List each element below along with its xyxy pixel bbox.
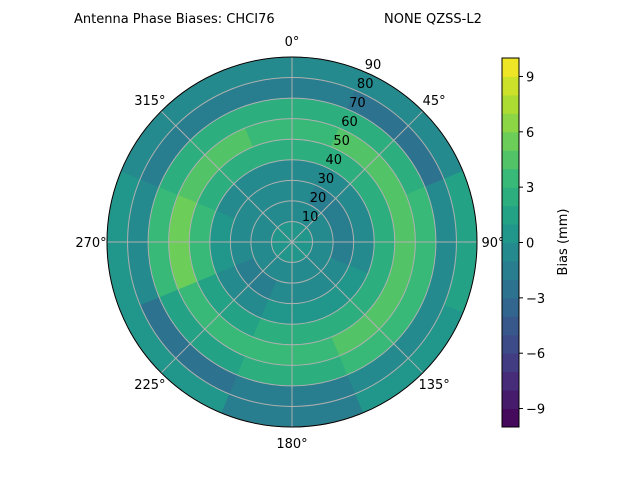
radial-tick-label: 70 — [349, 96, 366, 111]
radial-tick-label: 60 — [341, 115, 358, 130]
radial-tick-label: 10 — [302, 210, 319, 225]
colorbar: −9 −6 −3 0 3 6 9 — [501, 57, 545, 428]
colorbar-level — [502, 390, 519, 410]
radial-tick-label: 30 — [318, 172, 335, 187]
radial-tick-label: 90 — [365, 58, 382, 73]
theta-gridline — [160, 241, 293, 374]
colorbar-level — [502, 297, 519, 317]
polar-frame — [106, 56, 478, 428]
colorbar-tick-label: −9 — [526, 403, 545, 418]
colorbar-level — [502, 76, 519, 96]
theta-tick-label: 135° — [418, 378, 449, 393]
theta-tick-label: 225° — [134, 378, 165, 393]
colorbar-tick-label: −6 — [526, 347, 545, 362]
colorbar-tick-label: −3 — [526, 292, 545, 307]
radial-tick-label: 40 — [325, 153, 342, 168]
colorbar-tick-label: 0 — [526, 237, 534, 252]
theta-gridline — [291, 110, 424, 243]
radial-tick-label: 50 — [333, 134, 350, 149]
theta-tick-label: 90° — [481, 236, 504, 251]
colorbar-level — [502, 371, 519, 391]
colorbar-level — [502, 242, 519, 262]
theta-gridline — [160, 110, 293, 243]
theta-tick-label: 270° — [75, 236, 106, 251]
colorbar-level — [502, 224, 519, 243]
colorbar-level — [502, 334, 519, 354]
colorbar-tick-label: 6 — [526, 126, 534, 141]
theta-tick-label: 0° — [285, 35, 300, 50]
chart-title: Antenna Phase Biases: CHCI76 — [74, 12, 275, 27]
colorbar-level — [502, 279, 519, 299]
radial-tick-label: 20 — [310, 191, 327, 206]
theta-tick-labels: 0° 45° 90° 135° 180° 225° 270° 315° — [75, 35, 504, 452]
theta-tick-label: 45° — [423, 94, 446, 109]
radial-tick-label: 80 — [357, 77, 374, 92]
radial-tick-labels: 10 20 30 40 50 60 70 80 90 — [302, 58, 381, 225]
colorbar-level — [502, 131, 519, 151]
colorbar-level — [502, 187, 519, 207]
theta-gridline — [291, 241, 424, 374]
colorbar-level — [502, 353, 519, 373]
colorbar-level — [502, 408, 519, 428]
theta-tick-label: 180° — [276, 437, 307, 452]
colorbar-level — [502, 260, 519, 280]
colorbar-level — [502, 58, 519, 77]
polar-grid — [106, 56, 478, 428]
colorbar-level — [502, 150, 519, 170]
colorbar-level — [502, 113, 519, 133]
chart-subtitle: NONE QZSS-L2 — [384, 12, 482, 27]
colorbar-level — [502, 168, 519, 188]
colorbar-label: Bias (mm) — [556, 209, 571, 276]
colorbar-tick-label: 9 — [526, 70, 534, 85]
colorbar-tick-label: 3 — [526, 181, 534, 196]
colorbar-level — [502, 94, 519, 114]
theta-tick-label: 315° — [134, 94, 165, 109]
colorbar-level — [502, 316, 519, 336]
colorbar-level — [502, 205, 519, 225]
